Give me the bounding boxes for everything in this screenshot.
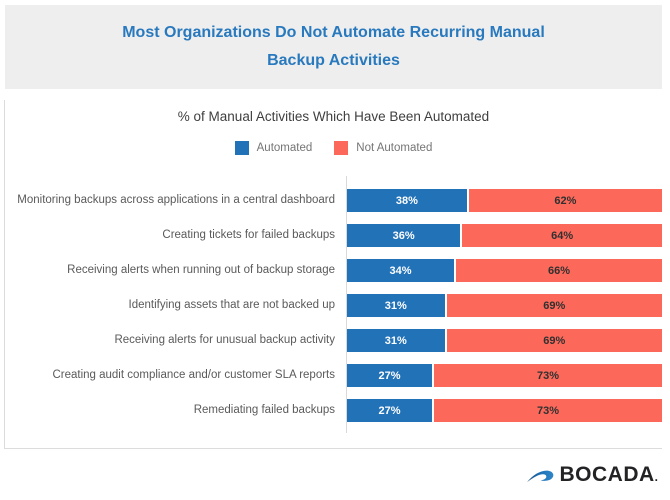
legend-label-not-automated: Not Automated: [356, 141, 433, 154]
bar-track: 31% 69%: [347, 329, 662, 352]
brand-name: BOCADA.: [559, 463, 658, 487]
bar-segment-not-automated: 73%: [434, 364, 662, 387]
footer: BOCADA.: [527, 463, 658, 487]
bar-track: 27% 73%: [347, 399, 662, 422]
bar-row: Remediating failed backups 27% 73%: [5, 399, 662, 422]
bar-segment-not-automated: 73%: [434, 399, 662, 422]
chart-container: % of Manual Activities Which Have Been A…: [4, 100, 662, 449]
bar-category-label: Receiving alerts when running out of bac…: [67, 263, 335, 276]
bar-segment-automated: 36%: [347, 224, 461, 247]
page-title: Most Organizations Do Not Automate Recur…: [122, 24, 545, 69]
chart-title: % of Manual Activities Which Have Been A…: [177, 109, 490, 124]
bar-segment-not-automated: 64%: [462, 224, 662, 247]
bar-row: Identifying assets that are not backed u…: [5, 294, 662, 317]
brand-suffix: .: [654, 470, 658, 484]
bar-track: 27% 73%: [347, 364, 662, 387]
bar-row: Creating tickets for failed backups 36% 64…: [5, 224, 662, 247]
bar-category-label: Identifying assets that are not backed u…: [128, 298, 336, 311]
brand-text: BOCADA: [559, 463, 655, 486]
bocada-logo-icon: [527, 470, 554, 483]
legend-label-automated: Automated: [256, 141, 313, 154]
bar-segment-automated: 38%: [347, 189, 467, 212]
legend-swatch-automated-icon: [234, 140, 249, 155]
bar-segment-automated: 27%: [347, 364, 433, 387]
bar-segment-not-automated: 62%: [468, 189, 662, 212]
bar-track: 34% 66%: [347, 259, 662, 282]
legend-swatch-not-automated-icon: [334, 140, 349, 155]
bar-segment-automated: 34%: [347, 259, 455, 282]
bar-category-label: Creating tickets for failed backups: [162, 228, 335, 241]
bar-category-label: Monitoring backups across applications i…: [17, 193, 335, 206]
y-axis-line: [346, 176, 347, 433]
bar-row: Monitoring backups across applications i…: [5, 189, 662, 212]
bar-category-label: Remediating failed backups: [193, 403, 335, 416]
bar-segment-automated: 27%: [347, 399, 433, 422]
legend-item-automated: Automated: [234, 140, 313, 155]
legend-item-not-automated: Not Automated: [334, 140, 433, 155]
bar-segment-not-automated: 69%: [446, 329, 662, 352]
bar-rows: Monitoring backups across applications i…: [5, 176, 662, 433]
bar-row: Receiving alerts for unusual backup acti…: [5, 329, 662, 352]
header-banner: Most Organizations Do Not Automate Recur…: [5, 5, 662, 89]
bar-track: 36% 64%: [347, 224, 662, 247]
bar-segment-automated: 31%: [347, 329, 445, 352]
bar-row: Creating audit compliance and/or custome…: [5, 364, 662, 387]
bar-track: 38% 62%: [347, 189, 662, 212]
bar-segment-not-automated: 69%: [446, 294, 662, 317]
bar-row: Receiving alerts when running out of bac…: [5, 259, 662, 282]
bar-segment-not-automated: 66%: [456, 259, 662, 282]
bar-category-label: Creating audit compliance and/or custome…: [52, 368, 335, 381]
chart-legend: Automated Not Automated: [5, 140, 662, 155]
bar-segment-automated: 31%: [347, 294, 445, 317]
bar-category-label: Receiving alerts for unusual backup acti…: [114, 333, 335, 346]
bar-track: 31% 69%: [347, 294, 662, 317]
